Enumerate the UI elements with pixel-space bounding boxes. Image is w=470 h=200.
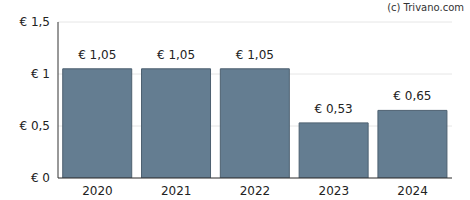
svg-text:2020: 2020 [82,184,113,198]
svg-text:€ 1: € 1 [31,67,50,81]
svg-text:€ 1,05: € 1,05 [157,48,195,62]
svg-text:2023: 2023 [319,184,350,198]
svg-text:2021: 2021 [161,184,192,198]
svg-text:€ 1,05: € 1,05 [236,48,274,62]
svg-text:€ 0,65: € 0,65 [393,89,431,103]
svg-text:€ 0,53: € 0,53 [315,102,353,116]
svg-text:€ 1,05: € 1,05 [78,48,116,62]
svg-text:€ 1,5: € 1,5 [19,15,50,29]
svg-text:2022: 2022 [240,184,271,198]
svg-text:€ 0: € 0 [31,171,50,185]
svg-text:€ 0,5: € 0,5 [19,119,50,133]
html-text:(c) Trivano.com: (c) Trivano.com [387,2,464,13]
svg-text:2024: 2024 [397,184,428,198]
